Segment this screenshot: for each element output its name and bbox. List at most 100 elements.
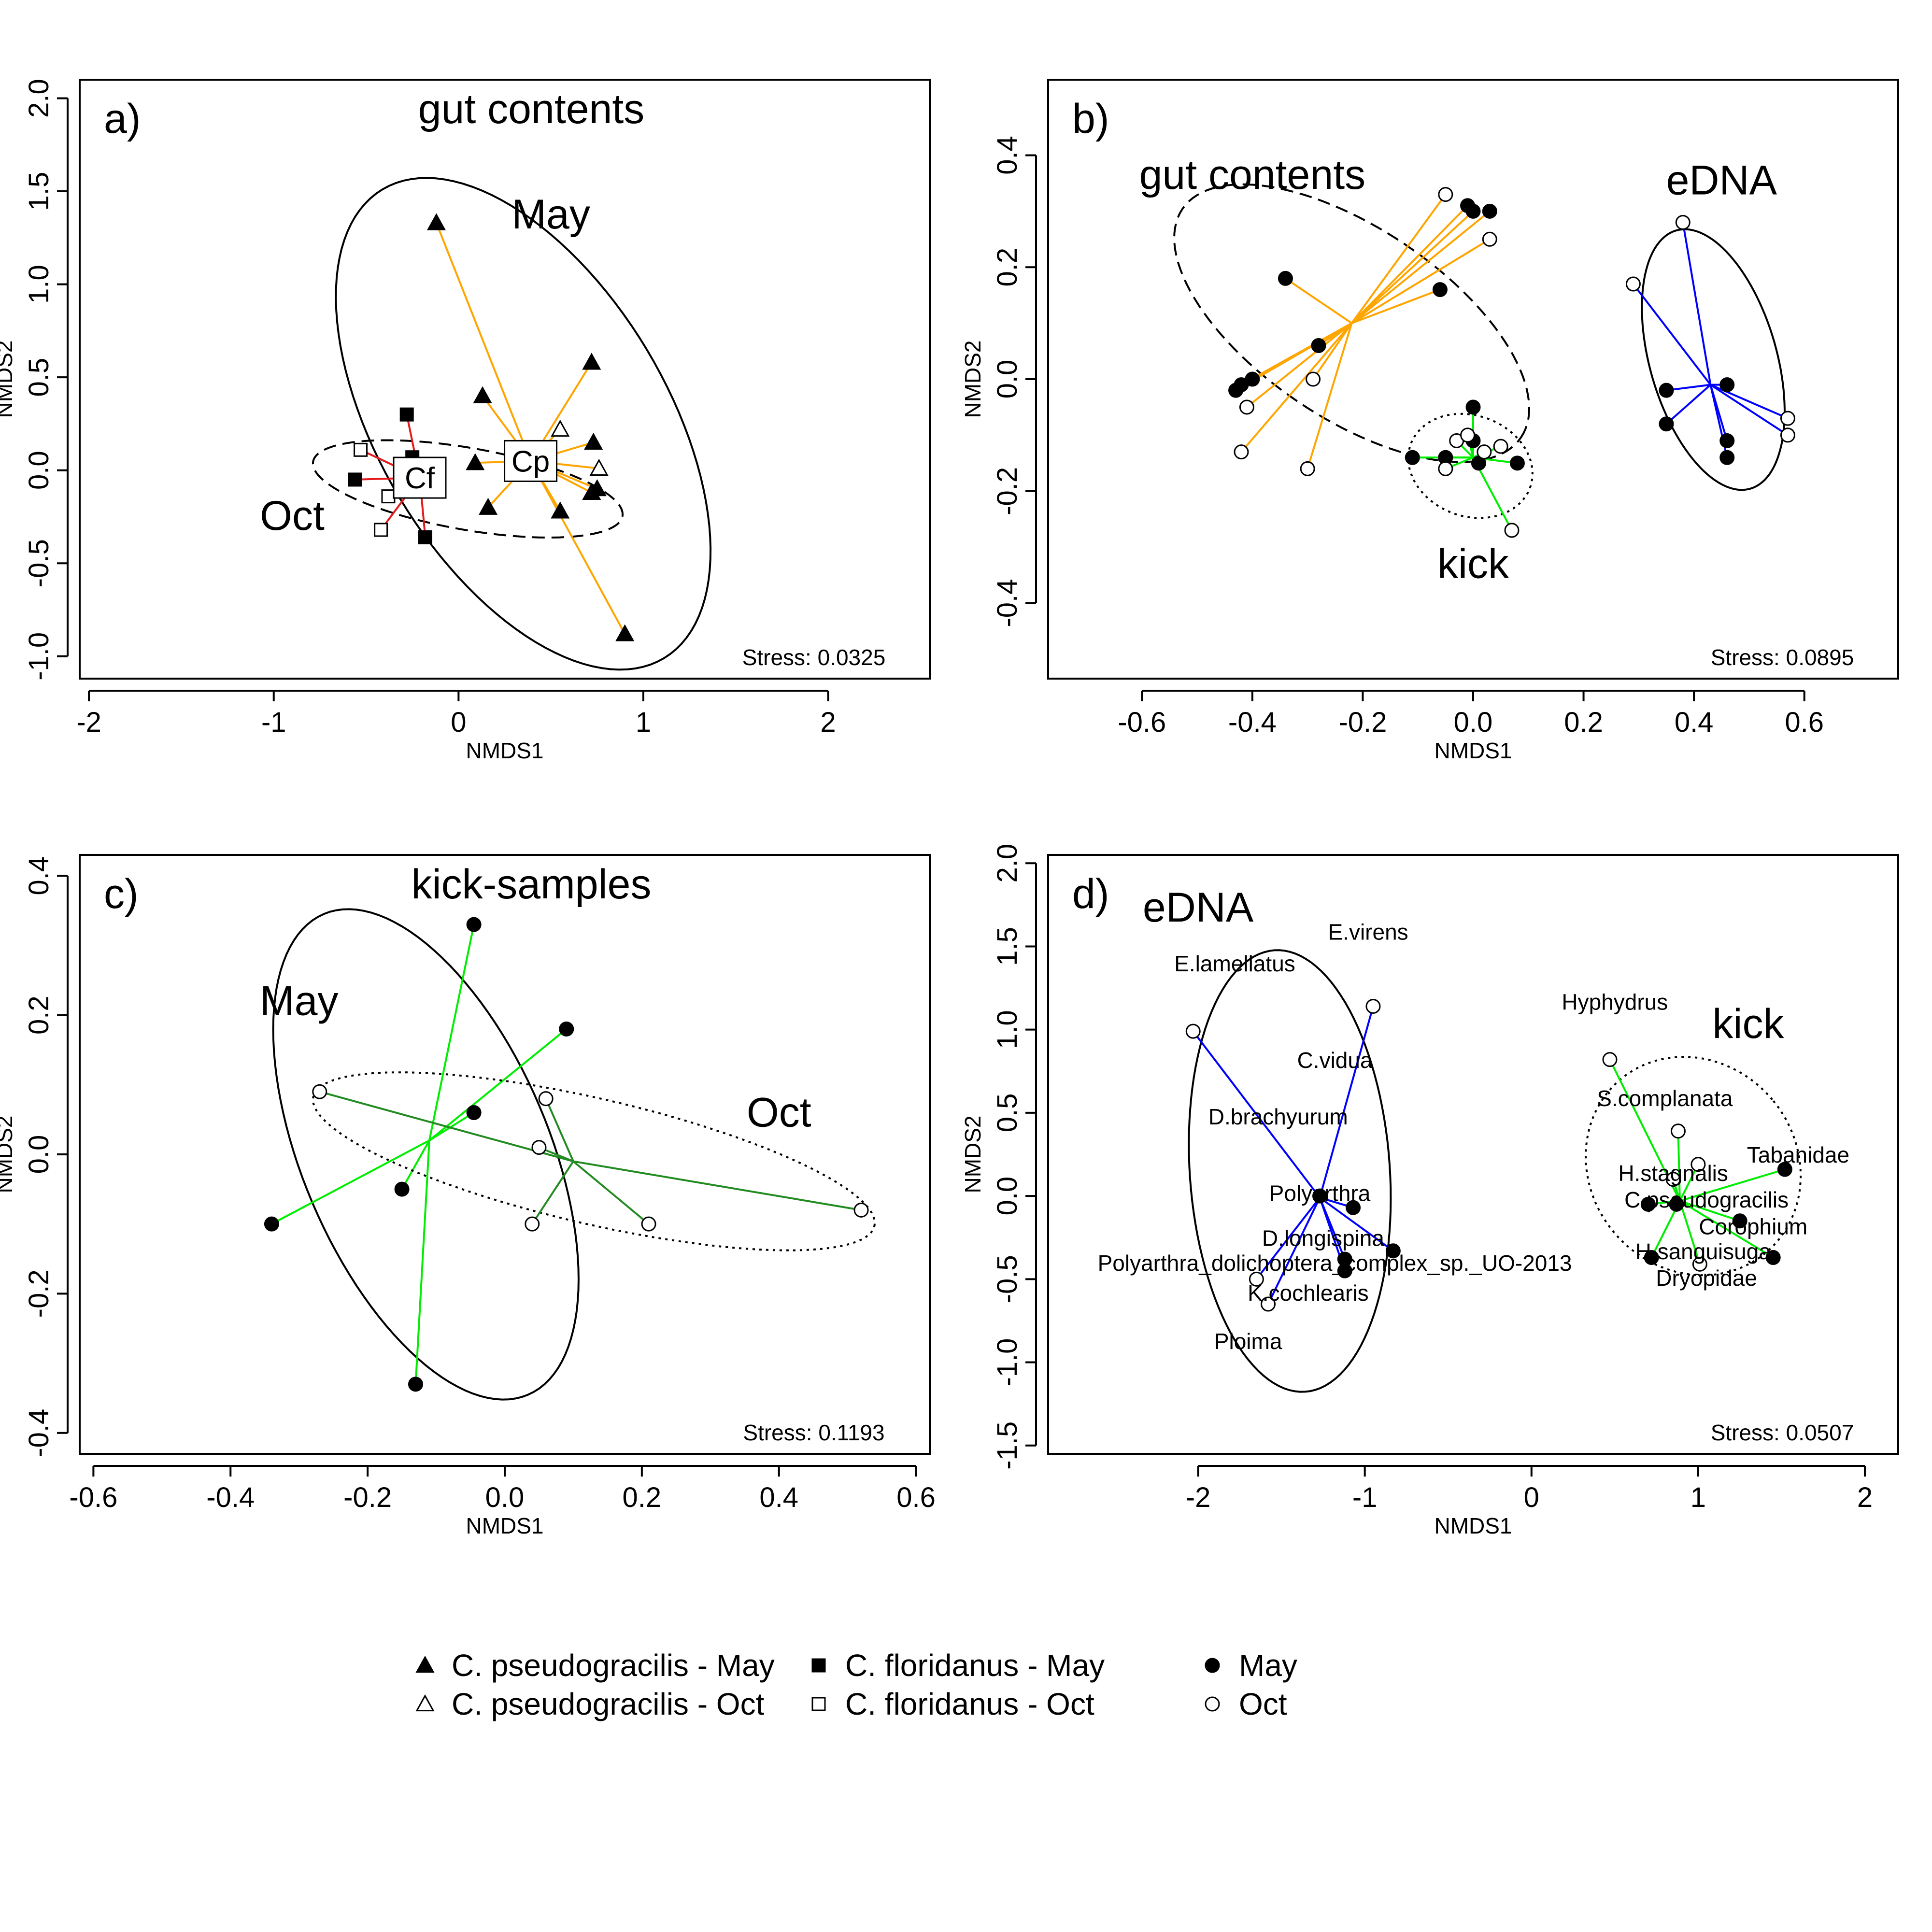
spider-line — [572, 1160, 650, 1225]
y-tick-label: 0.4 — [23, 856, 55, 895]
spider-line — [435, 222, 532, 462]
point-may — [1346, 1200, 1361, 1215]
point-may — [1659, 416, 1674, 432]
spider-line — [428, 924, 475, 1141]
spider-line — [1351, 205, 1468, 324]
point-triangle — [582, 353, 601, 370]
point-may — [1337, 1263, 1352, 1279]
y-tick-label: 0.2 — [23, 995, 55, 1035]
stress-label: Stress: 0.0507 — [1711, 1420, 1854, 1445]
y-tick-label: 0.4 — [992, 136, 1023, 175]
species-label: C.vidua — [1297, 1048, 1373, 1073]
spider-line — [529, 460, 626, 635]
x-axis-label: NMDS1 — [1434, 1513, 1512, 1538]
point-square — [418, 530, 432, 544]
x-tick-label: -0.2 — [1338, 707, 1387, 738]
y-tick-label: 2.0 — [992, 844, 1023, 883]
panel-label: c) — [104, 871, 139, 917]
x-tick-label: -0.6 — [69, 1482, 117, 1513]
group-annotation: May — [260, 978, 338, 1024]
point-may — [1777, 1162, 1792, 1177]
point-may — [1719, 450, 1735, 465]
spider-line — [271, 1139, 430, 1225]
legend-symbol-circle-filled — [1205, 1658, 1220, 1673]
y-tick-label: 0.0 — [992, 360, 1023, 399]
y-tick-label: -0.2 — [23, 1269, 55, 1318]
spider-line — [573, 1160, 862, 1211]
group-annotation: kick — [1437, 540, 1509, 587]
panel-label: d) — [1072, 871, 1109, 917]
point-oct — [1625, 276, 1641, 292]
species-label: H.sanguisuga — [1635, 1239, 1772, 1264]
panel-label: a) — [104, 96, 141, 142]
x-tick-label: 2 — [820, 707, 836, 738]
y-tick-label: 0.5 — [992, 1094, 1023, 1133]
legend-symbol-circle-open — [1205, 1696, 1220, 1712]
centroid-label: Cf — [405, 462, 435, 495]
centroid-box — [393, 456, 447, 499]
legend-symbol-triangle-filled — [415, 1655, 435, 1673]
spider-line — [1351, 288, 1441, 324]
stress-label: Stress: 0.1193 — [743, 1420, 884, 1445]
point-oct — [1690, 1157, 1706, 1172]
centroid-label: Cp — [511, 445, 550, 478]
point-oct — [1670, 1123, 1686, 1139]
species-label: Polyarthra_dolichoptera_complex_sp._UO-2… — [1098, 1250, 1572, 1276]
stress-label: Stress: 0.0325 — [742, 645, 886, 670]
panel-d: -2 -1 0 1 2 -1.5 -1.0 -0.5 0.0 0.5 1.0 1.5 2.0 NMDS1 N… — [960, 844, 1899, 1538]
point-may — [394, 1181, 410, 1197]
species-label: E.lamellatus — [1174, 951, 1295, 976]
point-may — [1311, 338, 1326, 353]
point-square — [354, 442, 368, 457]
point-may — [466, 1105, 482, 1120]
spider-line — [1255, 1197, 1321, 1280]
group-annotation: gut contents — [1139, 152, 1366, 198]
plot-frame — [1047, 79, 1899, 680]
group-ellipse — [335, 177, 712, 671]
point-may — [1405, 450, 1420, 465]
spider-line — [1679, 1200, 1740, 1222]
y-tick-label: 1.5 — [23, 172, 55, 211]
point-may — [1278, 270, 1293, 286]
point-square — [374, 523, 388, 537]
x-tick-label: 0.0 — [1454, 707, 1493, 738]
spider-line — [1679, 1200, 1701, 1264]
point-oct — [538, 1091, 554, 1107]
point-square — [381, 489, 396, 504]
x-tick-label: -1 — [261, 707, 286, 738]
group-annotation: Oct — [747, 1089, 811, 1136]
spider-line — [545, 1098, 574, 1162]
spider-line — [1351, 210, 1491, 324]
group-ellipse — [312, 1071, 876, 1251]
plot-frame — [1047, 854, 1899, 1455]
x-tick-label: -0.4 — [206, 1482, 255, 1513]
point-triangle — [551, 419, 570, 437]
x-tick-label: 0.6 — [896, 1482, 936, 1513]
point-oct — [1493, 439, 1508, 454]
point-may — [1669, 1196, 1684, 1212]
point-may — [1482, 203, 1497, 219]
point-oct — [1692, 1256, 1707, 1272]
y-axis-label: NMDS2 — [0, 340, 17, 418]
y-axis-label: NMDS2 — [960, 1115, 985, 1193]
spider-line — [1710, 384, 1789, 436]
point-oct — [1602, 1052, 1618, 1067]
spider-line — [319, 1091, 574, 1163]
spider-line — [428, 1111, 475, 1141]
point-may — [1509, 455, 1525, 471]
species-label: E.virens — [1328, 920, 1408, 945]
legend-label: C. pseudogracilis - May — [452, 1648, 775, 1683]
x-tick-label: -0.6 — [1118, 707, 1166, 738]
point-oct — [1665, 1172, 1681, 1187]
x-tick-label: 2 — [1857, 1482, 1873, 1513]
point-oct — [853, 1202, 869, 1218]
species-label: Ploima — [1214, 1329, 1282, 1354]
x-tick-label: 0.2 — [1564, 707, 1603, 738]
point-may — [264, 1216, 279, 1232]
point-oct — [1482, 231, 1497, 247]
spider-line — [1319, 1196, 1394, 1252]
point-may — [408, 1377, 423, 1392]
species-label: S.complanata — [1597, 1086, 1733, 1111]
legend-label: Oct — [1239, 1687, 1287, 1721]
point-may — [1465, 399, 1481, 415]
